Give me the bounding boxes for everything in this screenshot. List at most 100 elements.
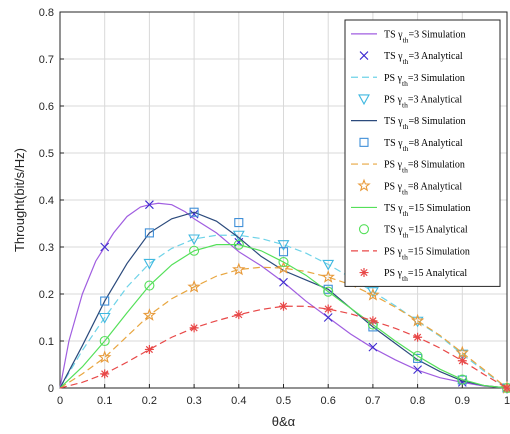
legend-label-prefix: PS γ: [384, 73, 403, 84]
legend-label: PS γth=8 Simulation: [384, 160, 465, 175]
data-point: [279, 277, 288, 287]
legend-label: PS γth=3 Simulation: [384, 73, 465, 88]
data-point: [279, 301, 288, 311]
data-point: [234, 218, 244, 228]
legend-label-suffix: =15 Analytical: [408, 225, 467, 236]
series-line: [59, 202, 508, 389]
legend-label-prefix: PS γ: [384, 246, 403, 257]
data-point: [278, 256, 289, 268]
data-point: [232, 262, 246, 276]
legend-label: PS γth=15 Simulation: [384, 246, 470, 261]
data-point: [100, 242, 110, 252]
legend-label-prefix: PS γ: [384, 181, 403, 192]
legend-item: PS γth=3 Analytical: [358, 94, 462, 109]
legend-label-subscript: th: [403, 35, 409, 44]
legend-item: PS γth=15 Simulation: [351, 246, 470, 261]
x-tick-label: 0.7: [365, 395, 380, 407]
legend-label-subscript: th: [402, 274, 408, 283]
y-tick-label: 0: [48, 383, 54, 395]
legend-label: TS γth=3 Simulation: [384, 29, 465, 44]
data-point: [322, 259, 335, 271]
legend-label-subscript: th: [402, 252, 408, 261]
legend-item: TS γth=3 Simulation: [351, 29, 465, 44]
series-line: [59, 305, 508, 389]
data-point: [455, 345, 470, 359]
x-tick-label: 0.6: [321, 395, 336, 407]
data-point: [502, 383, 510, 393]
data-point: [413, 365, 422, 375]
y-tick-label: 0.5: [39, 148, 54, 160]
legend-label: PS γth=15 Analytical: [384, 268, 467, 283]
x-axis: 0 0.1 0.2 0.3 0.4 0.5 0.6 0.7 0.8 0.9 1: [57, 384, 510, 407]
x-tick-label: 0: [57, 395, 63, 407]
legend-label-subscript: th: [403, 122, 409, 131]
legend-label-subscript: th: [402, 165, 408, 174]
data-point: [188, 234, 201, 246]
legend-item: TS γth=8 Analytical: [359, 137, 463, 152]
legend-marker-swatch: [358, 94, 370, 106]
legend-label-subscript: th: [403, 230, 409, 239]
legend-item: TS γth=8 Simulation: [351, 116, 465, 131]
data-point: [189, 245, 200, 256]
data-point: [278, 247, 289, 257]
y-tick-label: 0.2: [39, 289, 54, 301]
data-point: [323, 286, 334, 297]
y-axis-label: Throught(bit/s/Hz): [12, 148, 27, 252]
y-tick-label: 0.1: [39, 336, 54, 348]
legend-label-prefix: TS γ: [384, 51, 403, 62]
data-point: [189, 323, 199, 333]
legend-label-subscript: th: [402, 187, 408, 196]
legend-label-prefix: TS γ: [384, 116, 403, 127]
data-point: [98, 312, 111, 324]
data-point: [413, 332, 423, 342]
data-point: [412, 350, 423, 362]
legend-label-prefix: TS γ: [384, 29, 403, 40]
legend-item: TS γth=3 Analytical: [359, 51, 463, 66]
legend-marker-swatch: [358, 224, 370, 235]
x-tick-label: 0.1: [97, 395, 112, 407]
data-point: [366, 287, 380, 301]
series-10: [59, 305, 508, 389]
legend-item: TS γth=15 Analytical: [358, 224, 468, 239]
y-tick-label: 0.6: [39, 101, 54, 113]
legend-item: TS γth=15 Simulation: [351, 203, 470, 217]
series-2: [59, 234, 508, 389]
legend-label-subscript: th: [402, 78, 408, 87]
y-tick-label: 0.8: [39, 7, 54, 19]
data-point: [187, 279, 201, 293]
legend-label-suffix: =8 Analytical: [408, 138, 462, 149]
x-tick-label: 0.9: [455, 395, 470, 407]
series-layer: [59, 200, 510, 395]
legend-box: [344, 19, 501, 287]
data-point: [234, 310, 244, 320]
legend-marker-swatch: [359, 137, 369, 147]
legend-label-suffix: =3 Analytical: [408, 94, 462, 105]
legend-label-suffix: =3 Analytical: [408, 51, 462, 62]
data-point: [144, 344, 154, 354]
data-point: [100, 296, 110, 306]
data-point: [277, 240, 290, 251]
legend-label-subscript: th: [403, 143, 409, 152]
series-line: [59, 244, 508, 389]
data-point: [368, 316, 378, 326]
legend-item: PS γth=3 Simulation: [351, 73, 465, 88]
data-point: [145, 200, 154, 210]
legend-label-suffix: =3 Simulation: [408, 73, 465, 84]
legend-item: PS γth=15 Analytical: [359, 268, 467, 283]
legend-label-prefix: PS γ: [384, 268, 403, 279]
x-tick-label: 1: [504, 395, 510, 407]
legend-label-suffix: =3 Simulation: [408, 29, 465, 40]
legend-label-prefix: TS γ: [384, 138, 403, 149]
legend-label-suffix: =8 Simulation: [408, 160, 465, 171]
y-tick-label: 0.7: [39, 54, 54, 66]
legend-label-subscript: th: [403, 57, 409, 66]
legend-label-suffix: =15 Simulation: [408, 203, 470, 214]
data-point: [323, 313, 333, 322]
legend-label-suffix: =8 Analytical: [408, 181, 462, 192]
series-11: [100, 301, 510, 393]
data-point: [323, 304, 333, 314]
data-point: [368, 342, 378, 352]
x-axis-label: θ&α: [272, 414, 296, 429]
legend-label: PS γth=8 Analytical: [384, 181, 462, 196]
data-point: [366, 287, 379, 298]
